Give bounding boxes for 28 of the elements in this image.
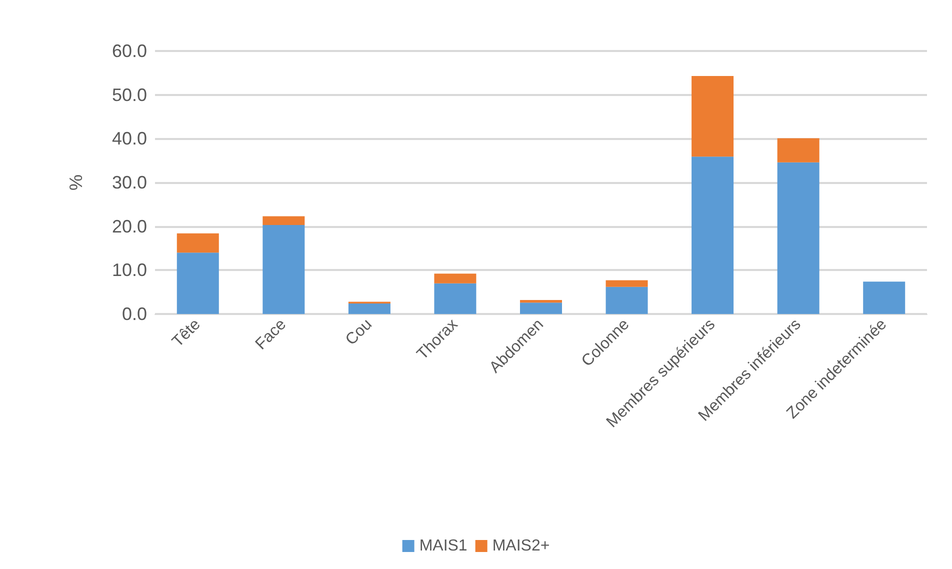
y-tick-label: 0.0 [122, 304, 147, 324]
bar [863, 282, 906, 314]
bar [520, 300, 562, 303]
bar [606, 280, 648, 287]
legend-label: MAIS1 [419, 538, 468, 554]
bar [262, 225, 305, 314]
y-tick-label: 30.0 [112, 172, 147, 192]
y-tick-label: 10.0 [112, 260, 147, 280]
x-tick-label: Tête [169, 316, 204, 351]
x-tick-label: Cou [342, 316, 376, 349]
bar [262, 216, 305, 226]
bar [777, 138, 820, 162]
y-tick-label: 40.0 [112, 128, 147, 149]
y-tick-label: 20.0 [112, 216, 147, 236]
bar [176, 233, 219, 253]
legend-label: MAIS2+ [492, 538, 550, 554]
bar [176, 252, 219, 314]
y-tick-label: 50.0 [112, 84, 147, 105]
y-tick-label: 60.0 [112, 41, 147, 61]
bar [606, 286, 648, 314]
bar [434, 283, 476, 314]
bar [692, 76, 734, 157]
bar [777, 162, 820, 314]
y-axis-title: % [66, 174, 86, 191]
bar [692, 156, 734, 314]
bar [434, 274, 476, 284]
bar [520, 302, 562, 314]
bar [348, 303, 390, 314]
